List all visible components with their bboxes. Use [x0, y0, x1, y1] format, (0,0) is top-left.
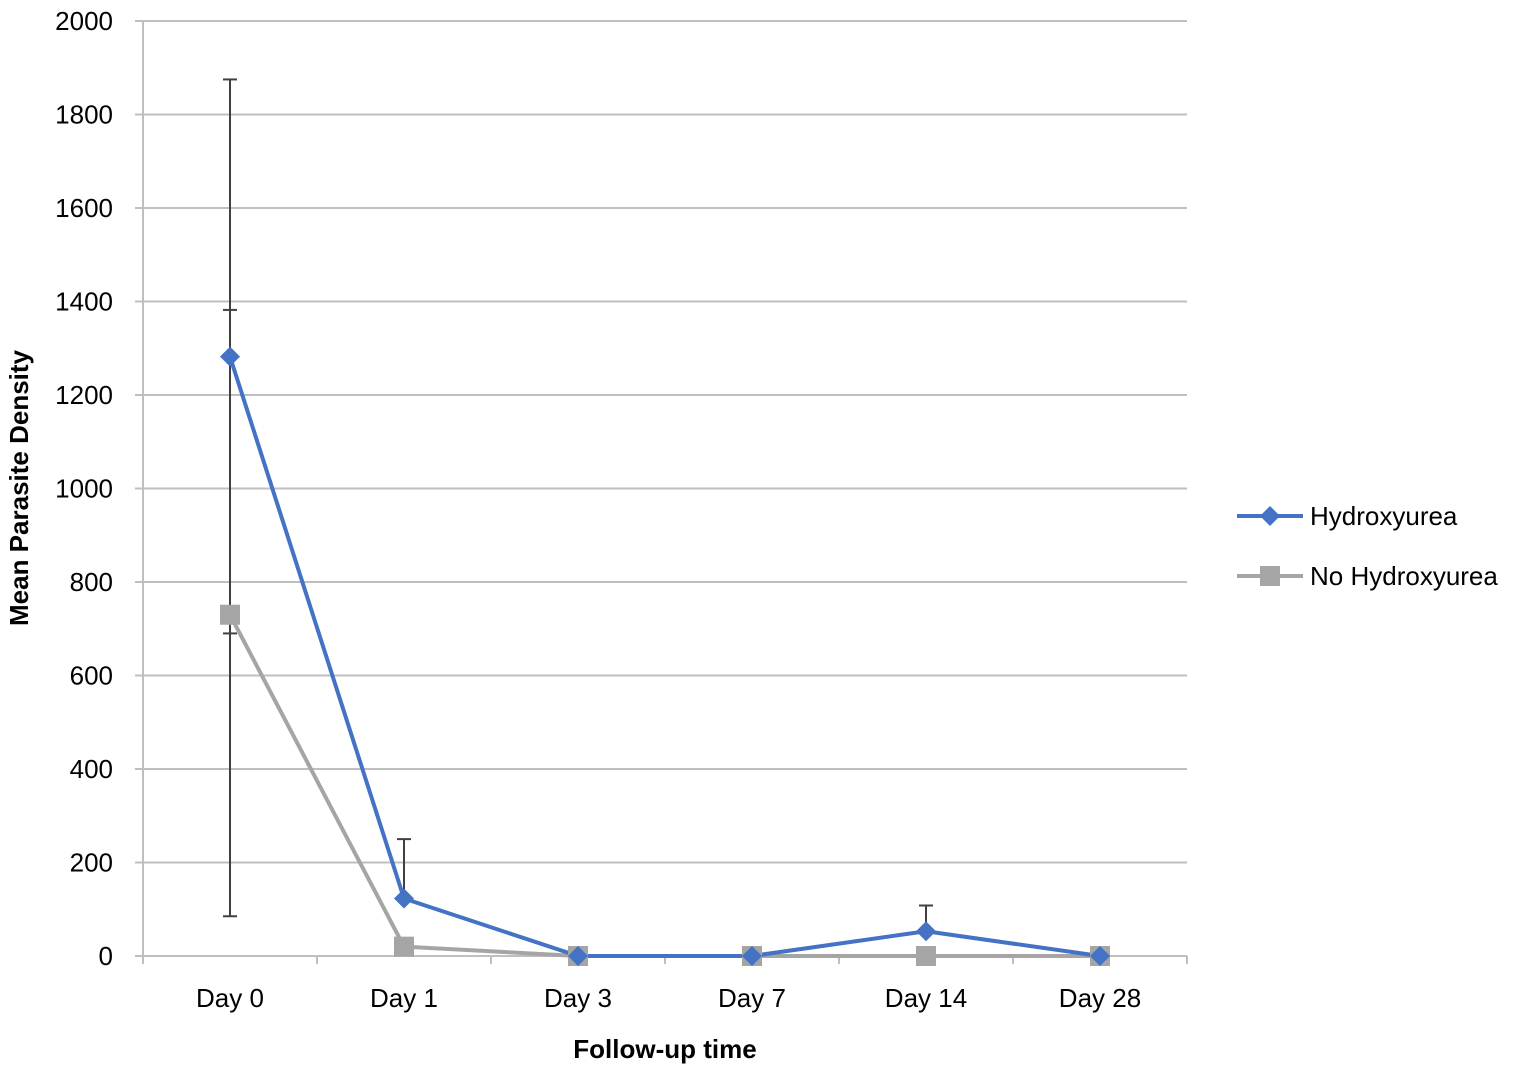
- y-tick-label: 1400: [55, 287, 113, 317]
- y-tick-label: 0: [99, 941, 113, 971]
- legend-item-hydroxyurea: Hydroxyurea: [1237, 501, 1458, 531]
- y-tick-labels: 0 200 400 600 800 1000 1200 1400 1600 1800 2000: [55, 6, 113, 971]
- data-point-diamond: [220, 346, 240, 367]
- series-markers: [220, 346, 1110, 966]
- y-axis-title: Mean Parasite Density: [4, 349, 34, 626]
- data-point-square: [394, 936, 414, 957]
- legend-label-hydroxyurea: Hydroxyurea: [1310, 501, 1458, 531]
- y-tick-label: 1600: [55, 193, 113, 223]
- legend-diamond-marker-icon: [1260, 506, 1280, 526]
- x-tick-label: Day 3: [544, 983, 612, 1013]
- x-tick-label: Day 28: [1059, 983, 1141, 1013]
- y-tick-label: 2000: [55, 6, 113, 36]
- legend-item-no-hydroxyurea: No Hydroxyurea: [1237, 561, 1498, 591]
- x-tick-label: Day 14: [885, 983, 967, 1013]
- axes: [135, 20, 1188, 964]
- series-lines: [228, 356, 1101, 958]
- data-point-diamond: [1090, 946, 1110, 966]
- gridlines: [143, 20, 1187, 864]
- y-tick-label: 1200: [55, 380, 113, 410]
- legend-label-no-hydroxyurea: No Hydroxyurea: [1310, 561, 1498, 591]
- data-point-square: [916, 946, 936, 966]
- y-tick-label: 600: [70, 661, 113, 691]
- data-point-square: [220, 604, 240, 625]
- x-axis-title: Follow-up time: [573, 1034, 756, 1064]
- series-line-no-hydroxyurea: [228, 613, 1100, 958]
- x-tick-label: Day 1: [370, 983, 438, 1013]
- y-tick-label: 200: [70, 848, 113, 878]
- data-point-diamond: [394, 888, 414, 909]
- x-tick-label: Day 7: [718, 983, 786, 1013]
- series-line-hydroxyurea: [228, 356, 1101, 958]
- y-tick-label: 400: [70, 754, 113, 784]
- y-tick-label: 800: [70, 567, 113, 597]
- data-point-diamond: [916, 921, 936, 942]
- y-tick-label: 1800: [55, 100, 113, 130]
- x-tick-labels: Day 0 Day 1 Day 3 Day 7 Day 14 Day 28: [196, 983, 1141, 1013]
- legend-square-marker-icon: [1260, 566, 1280, 586]
- x-tick-label: Day 0: [196, 983, 264, 1013]
- data-point-diamond: [568, 946, 588, 966]
- legend: Hydroxyurea No Hydroxyurea: [1237, 501, 1498, 591]
- y-tick-label: 1000: [55, 474, 113, 504]
- data-point-diamond: [742, 946, 762, 966]
